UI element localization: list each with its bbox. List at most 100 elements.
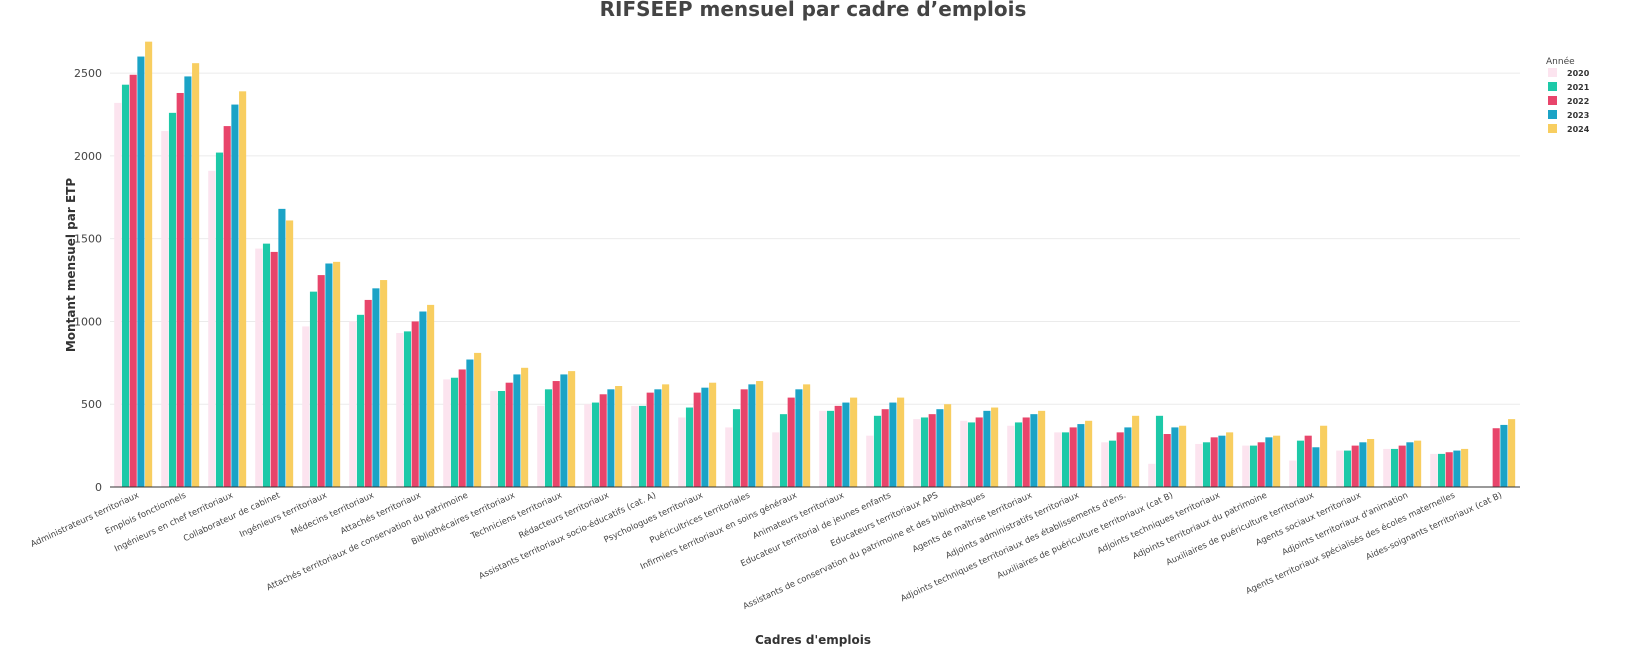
bar-2024[interactable] [897,397,905,487]
bar-2020[interactable] [490,390,498,487]
bar-2021[interactable] [309,291,318,487]
bar-2021[interactable] [920,417,929,487]
bar-2024[interactable] [803,384,811,487]
bar-2021[interactable] [826,410,835,487]
bar-2024[interactable] [568,371,576,487]
bar-2020[interactable] [396,333,404,487]
bar-2024[interactable] [944,404,952,487]
bar-2023[interactable] [1453,450,1461,487]
bar-2020[interactable] [1054,432,1062,487]
bar-2022[interactable] [646,392,654,487]
bar-2022[interactable] [975,417,983,487]
bar-2024[interactable] [145,41,153,488]
bar-2022[interactable] [1398,445,1406,487]
bar-2023[interactable] [419,311,427,487]
bar-2021[interactable] [356,314,365,487]
bar-2024[interactable] [427,304,435,487]
bar-2020[interactable] [537,405,545,487]
bar-2024[interactable] [1320,425,1328,487]
bar-2022[interactable] [1163,434,1171,487]
bar-2021[interactable] [967,422,976,487]
legend-label[interactable]: 2020 [1567,69,1590,78]
bar-2021[interactable] [638,405,647,487]
bar-2024[interactable] [1132,415,1140,487]
bar-2020[interactable] [960,420,968,487]
bar-2021[interactable] [168,112,177,487]
bar-2023[interactable] [1218,435,1226,487]
bar-2023[interactable] [231,104,239,488]
bar-2023[interactable] [560,374,568,487]
bar-2020[interactable] [443,379,451,487]
bar-2023[interactable] [936,409,944,487]
bar-2022[interactable] [881,409,889,487]
bar-2023[interactable] [795,389,803,487]
bar-2021[interactable] [685,407,694,487]
bar-2023[interactable] [278,208,286,487]
bar-2022[interactable] [740,389,748,487]
bar-2024[interactable] [1414,440,1422,487]
bar-2020[interactable] [678,417,686,487]
bar-2020[interactable] [772,432,780,487]
bar-2023[interactable] [607,389,615,487]
bar-2024[interactable] [380,280,388,487]
bar-2020[interactable] [255,248,263,487]
bar-2021[interactable] [1343,450,1352,487]
bar-2020[interactable] [1289,460,1297,487]
legend-label[interactable]: 2021 [1567,83,1590,92]
bar-2020[interactable] [208,170,216,488]
bar-2020[interactable] [349,321,357,487]
bar-2024[interactable] [1179,425,1187,487]
bar-2022[interactable] [176,92,184,487]
bar-2023[interactable] [1406,442,1414,487]
bar-2024[interactable] [709,382,717,487]
bar-2022[interactable] [270,251,278,487]
bar-2021[interactable] [1296,440,1305,487]
bar-2020[interactable] [866,435,874,487]
bar-2021[interactable] [450,377,459,487]
bar-2022[interactable] [411,321,419,487]
bar-2020[interactable] [584,404,592,487]
bar-2024[interactable] [192,63,200,488]
bar-2021[interactable] [121,84,130,487]
bar-2021[interactable] [497,390,506,487]
bar-2024[interactable] [1508,419,1516,487]
bar-2022[interactable] [505,382,513,487]
bar-2023[interactable] [842,402,850,487]
bar-2020[interactable] [631,405,639,487]
bar-2024[interactable] [1461,448,1469,487]
bar-2023[interactable] [1359,442,1367,487]
bar-2022[interactable] [1492,428,1500,487]
bar-2020[interactable] [1242,445,1250,487]
bar-2022[interactable] [1022,417,1030,487]
bar-2024[interactable] [850,397,858,487]
bar-2020[interactable] [1148,463,1156,487]
bar-2021[interactable] [1249,445,1258,487]
bar-2021[interactable] [1437,453,1446,487]
bar-2023[interactable] [889,402,897,487]
bar-2023[interactable] [748,384,756,487]
bar-2024[interactable] [1226,432,1234,487]
bar-2023[interactable] [701,387,709,487]
bar-2024[interactable] [521,367,529,487]
bar-2023[interactable] [466,359,474,487]
legend-label[interactable]: 2023 [1567,111,1589,120]
bar-2024[interactable] [333,261,341,487]
bar-2022[interactable] [1257,442,1265,487]
bar-2021[interactable] [732,409,741,487]
bar-2022[interactable] [317,275,325,487]
bar-2023[interactable] [137,56,145,488]
bar-2023[interactable] [1124,427,1132,487]
bar-2020[interactable] [114,102,122,488]
bar-2024[interactable] [1273,435,1281,487]
bar-2022[interactable] [364,299,372,487]
bar-2020[interactable] [1430,453,1438,487]
bar-2021[interactable] [1108,440,1117,487]
bar-2020[interactable] [913,419,921,487]
bar-2024[interactable] [662,384,670,487]
bar-2020[interactable] [725,427,733,487]
bar-2023[interactable] [325,263,333,488]
bar-2021[interactable] [779,414,788,487]
bar-2020[interactable] [1101,442,1109,487]
bar-2022[interactable] [1116,432,1124,487]
legend-swatch[interactable] [1548,110,1557,119]
